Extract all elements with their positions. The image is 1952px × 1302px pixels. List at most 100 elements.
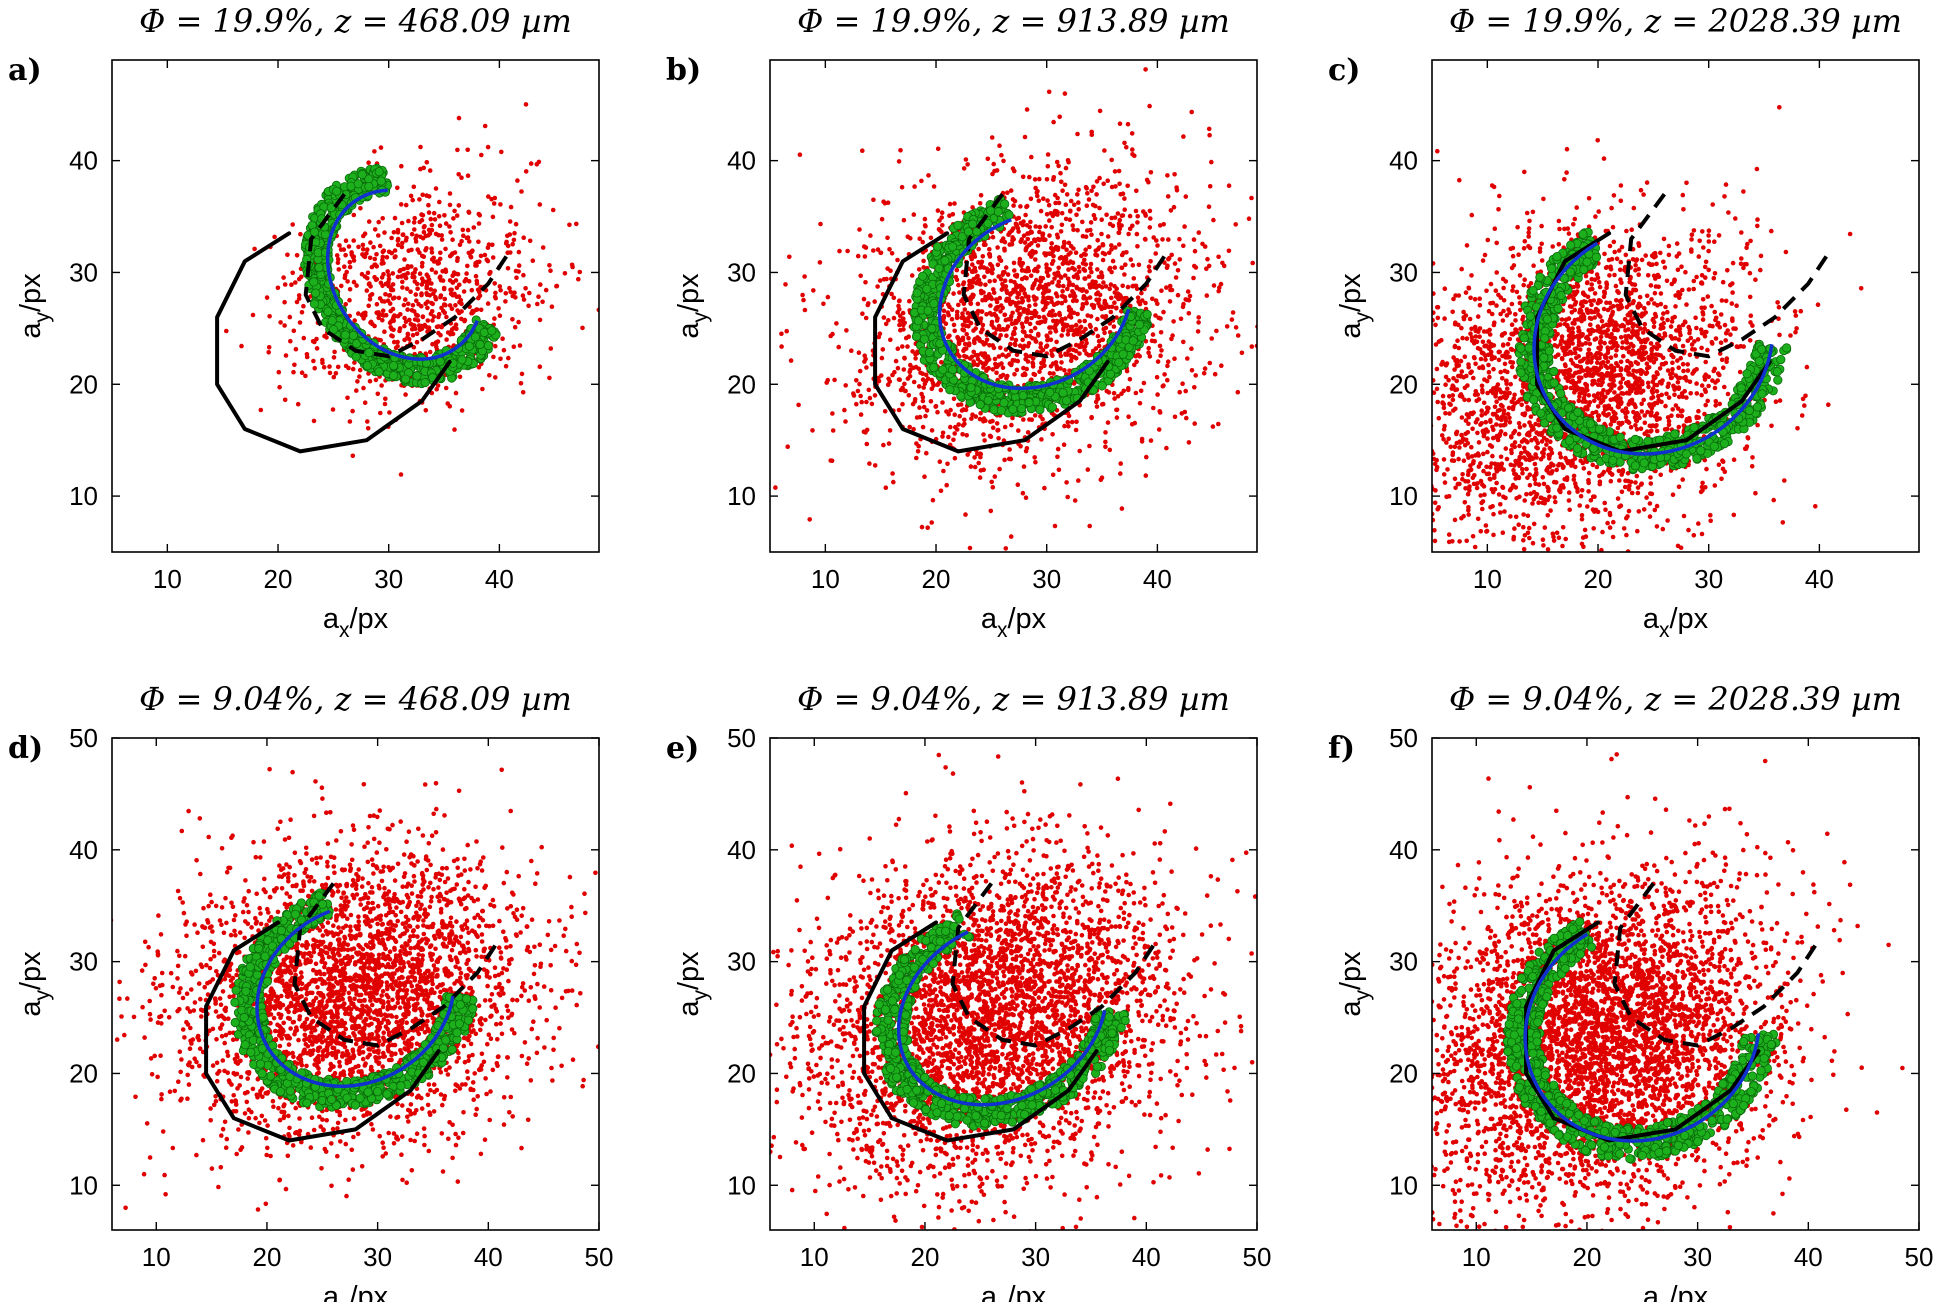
red-point <box>1071 202 1077 208</box>
red-point <box>1007 447 1012 452</box>
red-point <box>896 159 902 164</box>
red-point <box>485 258 491 264</box>
red-point <box>1680 361 1686 367</box>
red-point <box>854 401 859 407</box>
red-point <box>521 272 526 278</box>
red-point <box>382 401 388 407</box>
red-point <box>921 265 926 270</box>
red-point <box>977 338 983 344</box>
red-point <box>946 434 951 440</box>
red-point <box>1033 302 1038 307</box>
red-point <box>1041 359 1046 364</box>
red-point <box>1010 415 1015 421</box>
red-point <box>1185 356 1190 361</box>
red-point <box>1175 292 1181 298</box>
red-point <box>1166 237 1171 242</box>
red-point <box>1148 438 1154 443</box>
red-point <box>1015 295 1020 300</box>
red-point <box>1024 203 1030 209</box>
red-point <box>390 282 396 287</box>
red-point <box>436 314 441 320</box>
red-point <box>505 243 511 249</box>
red-point <box>933 404 938 409</box>
red-point <box>896 303 901 309</box>
red-point <box>435 383 441 388</box>
red-point <box>439 237 445 242</box>
dashed-reference-curve <box>303 193 513 359</box>
green-point <box>362 361 372 371</box>
red-point <box>1195 329 1201 334</box>
red-point <box>452 291 457 297</box>
red-point <box>1084 351 1089 357</box>
red-point <box>450 279 455 285</box>
red-point <box>1310 163 1315 168</box>
red-point <box>386 276 392 282</box>
red-point <box>981 242 987 248</box>
red-point <box>432 217 438 222</box>
red-point <box>1103 444 1108 450</box>
red-point <box>1060 244 1066 250</box>
red-point <box>1800 396 1806 402</box>
red-point <box>311 358 316 364</box>
red-point <box>1468 295 1473 301</box>
red-point <box>1059 179 1064 185</box>
red-point <box>1038 414 1043 419</box>
red-point <box>1130 263 1136 268</box>
red-point <box>961 281 966 287</box>
red-point <box>412 227 417 232</box>
red-point <box>922 223 928 228</box>
red-point <box>1055 270 1061 275</box>
red-point <box>420 235 426 241</box>
red-point <box>1706 374 1711 380</box>
red-point <box>1040 347 1046 353</box>
green-point <box>947 364 958 375</box>
green-point <box>934 263 944 273</box>
y-tick-label: 20 <box>69 369 98 399</box>
red-point <box>986 294 991 299</box>
red-point <box>1517 443 1522 449</box>
red-point <box>965 310 971 316</box>
red-point <box>902 356 907 361</box>
red-point <box>1066 413 1072 419</box>
red-point <box>1211 283 1217 288</box>
red-point <box>945 461 950 467</box>
red-point <box>347 259 353 265</box>
red-point <box>1071 381 1077 386</box>
red-point <box>1658 291 1664 296</box>
red-point <box>1678 355 1683 361</box>
green-point <box>310 288 321 298</box>
red-point <box>1170 333 1175 338</box>
red-point <box>1144 454 1149 460</box>
red-point <box>939 360 944 365</box>
red-point <box>1056 279 1062 285</box>
red-point <box>413 239 419 244</box>
green-point <box>1105 369 1116 379</box>
red-point <box>410 303 416 308</box>
red-point <box>392 215 398 221</box>
red-point <box>1155 392 1160 397</box>
red-point <box>1486 369 1492 375</box>
red-point <box>988 303 993 308</box>
red-point <box>534 162 540 167</box>
red-point <box>355 379 360 384</box>
red-point <box>1003 546 1009 551</box>
red-point <box>1514 289 1520 295</box>
red-point <box>1030 283 1036 289</box>
red-point <box>1166 256 1171 262</box>
red-point <box>478 253 484 259</box>
red-point <box>378 338 384 343</box>
red-point <box>1036 331 1041 337</box>
red-point <box>433 231 439 237</box>
red-point <box>858 273 863 279</box>
red-point <box>981 467 986 473</box>
red-point <box>1082 318 1087 324</box>
red-point <box>1030 361 1036 367</box>
red-point <box>1047 325 1052 330</box>
red-point <box>363 310 368 316</box>
green-point <box>919 334 930 344</box>
red-point <box>1459 325 1464 331</box>
red-point <box>403 297 408 302</box>
red-point <box>1078 324 1084 330</box>
red-point <box>1035 236 1041 242</box>
red-point <box>763 174 768 179</box>
